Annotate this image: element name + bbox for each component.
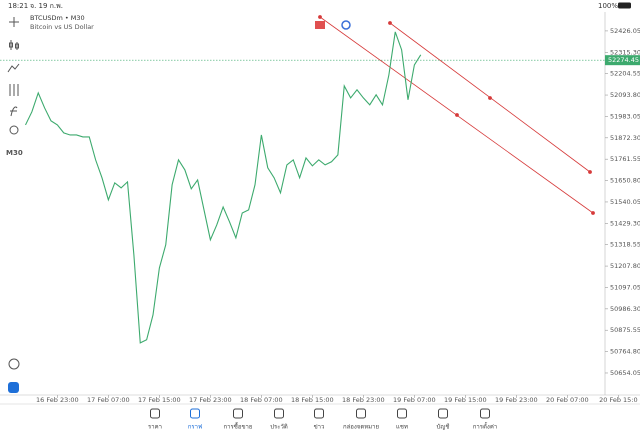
x-tick-label: 20 Feb 07:00 — [546, 396, 589, 404]
nav-icon[interactable] — [314, 408, 324, 419]
y-tick-label: 51983.05 — [610, 112, 640, 120]
x-tick-label: 16 Feb 23:00 — [36, 396, 79, 404]
y-tick-label: 50875.55 — [610, 326, 640, 334]
y-tick-label: 52204.55 — [610, 70, 640, 78]
y-tick-label: 51097.05 — [610, 283, 640, 291]
x-tick-label: 19 Feb 23:00 — [495, 396, 538, 404]
last-price-label: 52274.45 — [608, 56, 639, 64]
price-line — [25, 31, 422, 344]
nav-icon[interactable] — [397, 408, 407, 419]
y-tick-label: 51318.55 — [610, 241, 640, 249]
object-icon[interactable] — [315, 21, 325, 29]
battery-icon — [618, 2, 631, 9]
y-tick-label: 51429.30 — [610, 219, 640, 227]
status-date: จ. 19 ก.พ. — [30, 2, 63, 10]
nav-label[interactable]: การตั้งค่า — [473, 421, 497, 431]
x-tick-label: 19 Feb 15:00 — [444, 396, 487, 404]
nav-label[interactable]: กราฟ — [188, 424, 202, 431]
indicator-tool[interactable] — [7, 63, 20, 73]
y-tick-label: 51207.80 — [610, 262, 640, 270]
nav-icon[interactable] — [356, 408, 366, 419]
nav-label[interactable]: ราคา — [148, 424, 162, 431]
status-battery: 100% — [598, 2, 618, 10]
y-tick-label: 51872.30 — [610, 134, 640, 142]
x-tick-label: 20 Feb 15:0 — [599, 396, 638, 404]
settings-tool[interactable] — [8, 358, 20, 370]
x-tick-label: 18 Feb 15:00 — [291, 396, 334, 404]
nav-label[interactable]: ประวัติ — [270, 424, 288, 431]
app-icon[interactable] — [8, 382, 19, 393]
y-tick-label: 52093.80 — [610, 91, 640, 99]
y-tick-label: 50986.30 — [610, 305, 640, 313]
toolbar — [7, 17, 20, 370]
nav-label[interactable]: แชท — [396, 424, 408, 431]
chart-type-tool[interactable] — [9, 40, 19, 50]
function-tool[interactable] — [10, 106, 18, 117]
trendlines — [318, 15, 595, 215]
objects-tool[interactable] — [9, 84, 19, 96]
x-tick-label: 17 Feb 07:00 — [87, 396, 130, 404]
y-tick-label: 51540.05 — [610, 198, 640, 206]
nav-icon[interactable] — [233, 408, 243, 419]
symbol-name: BTCUSDm • M30 — [30, 14, 85, 22]
nav-label[interactable]: ข่าว — [314, 424, 325, 431]
nav-icon[interactable] — [274, 408, 284, 419]
nav-icon[interactable] — [438, 408, 448, 419]
nav-icon[interactable] — [480, 408, 490, 419]
x-tick-label: 19 Feb 07:00 — [393, 396, 436, 404]
y-tick-label: 50654.05 — [610, 369, 640, 377]
symbol-description: Bitcoin vs US Dollar — [30, 23, 94, 31]
status-time: 18:21 — [8, 2, 28, 10]
y-tick-label: 50764.80 — [610, 348, 640, 356]
y-tick-label: 52426.05 — [610, 27, 640, 35]
x-tick-label: 18 Feb 07:00 — [240, 396, 283, 404]
nav-label[interactable]: บัญชี — [437, 423, 450, 431]
timeframe-button[interactable]: M30 — [6, 149, 23, 157]
nav-icon[interactable] — [150, 408, 160, 419]
y-tick-label: 51650.80 — [610, 177, 640, 185]
object-icon[interactable] — [341, 20, 351, 30]
y-tick-label: 51761.55 — [610, 155, 640, 163]
shapes-tool[interactable] — [9, 125, 19, 135]
x-tick-label: 17 Feb 23:00 — [189, 396, 232, 404]
crosshair-tool[interactable] — [9, 17, 19, 27]
y-tick-label: 52315.30 — [610, 48, 640, 56]
x-tick-label: 18 Feb 23:00 — [342, 396, 385, 404]
x-tick-label: 17 Feb 15:00 — [138, 396, 181, 404]
nav-label[interactable]: การซื้อขาย — [224, 421, 253, 431]
nav-label[interactable]: กล่องจดหมาย — [343, 424, 379, 431]
last-price-box — [605, 55, 640, 66]
nav-icon[interactable] — [190, 408, 200, 419]
